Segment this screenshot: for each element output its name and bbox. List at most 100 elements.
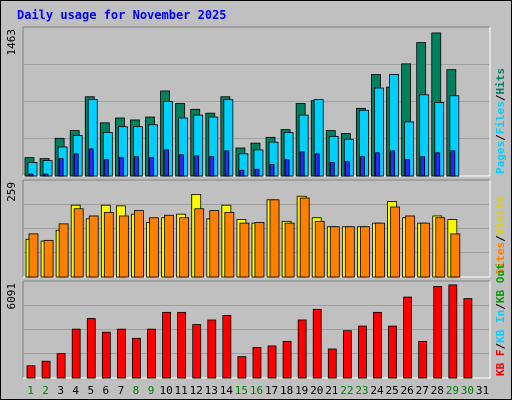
bar-sites-day-3	[58, 223, 69, 278]
bar-sites-day-12	[194, 208, 205, 278]
bar-kb-f-day-12	[192, 324, 202, 379]
panel-hits-bars	[24, 32, 460, 177]
legend-entry: KB F	[494, 350, 507, 377]
day-label-31: 31	[476, 384, 489, 397]
panel-traffic-bars	[26, 284, 473, 379]
day-label-12: 12	[190, 384, 203, 397]
bar-kb-f-day-5	[86, 318, 96, 379]
bar-kb-f-day-4	[71, 328, 81, 379]
day-label-30: 30	[461, 384, 474, 397]
bar-sites-day-10	[164, 214, 174, 278]
bar-kb-f-day-14	[222, 314, 232, 379]
bar-pages-day-19	[299, 151, 305, 177]
day-label-14: 14	[220, 384, 234, 397]
day-label-13: 13	[205, 384, 218, 397]
panel-max-label: 259	[5, 182, 18, 202]
legend-entry: KB In	[494, 310, 507, 343]
bar-sites-day-11	[179, 217, 190, 278]
bar-sites-day-2	[43, 239, 54, 278]
bar-sites-day-23	[360, 226, 370, 278]
day-label-5: 5	[87, 384, 94, 397]
day-label-21: 21	[325, 384, 338, 397]
bar-pages-day-25	[390, 150, 395, 177]
bar-pages-day-22	[344, 161, 350, 177]
bar-kb-f-day-24	[373, 311, 382, 379]
bar-kb-f-day-28	[433, 285, 443, 379]
bar-pages-day-21	[329, 162, 335, 177]
bar-pages-day-16	[254, 168, 260, 177]
day-label-22: 22	[340, 384, 353, 397]
bar-pages-day-12	[194, 155, 200, 177]
panel-max-label: 6091	[5, 283, 18, 310]
panel-visits: 259 Sites/Visits	[5, 179, 507, 278]
legend-entry: KB Out	[494, 263, 507, 303]
bar-sites-day-1	[28, 233, 39, 278]
bar-kb-f-day-22	[342, 330, 352, 379]
legend-separator: /	[494, 235, 507, 242]
bar-sites-day-7	[118, 215, 129, 278]
bar-kb-f-day-13	[207, 319, 217, 379]
bar-kb-f-day-30	[463, 298, 473, 379]
legend-separator: /	[494, 134, 507, 141]
bar-sites-day-28	[435, 217, 446, 278]
bar-sites-day-22	[344, 226, 355, 278]
bar-pages-day-17	[269, 163, 275, 177]
legend-entry: Sites	[494, 242, 507, 275]
bar-pages-day-10	[164, 149, 169, 177]
bar-pages-day-18	[284, 159, 290, 177]
bar-sites-day-14	[224, 211, 235, 278]
bar-kb-f-day-15	[237, 356, 247, 379]
bar-pages-day-6	[103, 159, 109, 177]
bar-kb-f-day-6	[101, 331, 111, 379]
day-label-18: 18	[280, 384, 293, 397]
bar-pages-day-29	[450, 150, 456, 177]
bar-sites-day-21	[329, 226, 340, 278]
day-label-17: 17	[265, 384, 278, 397]
legend-separator: /	[494, 94, 507, 101]
bar-kb-f-day-20	[312, 308, 322, 379]
panel-side-legend: Sites/Visits	[494, 196, 507, 276]
bar-sites-day-15	[239, 222, 250, 278]
legend-entry: Files	[494, 101, 507, 134]
bar-pages-day-24	[375, 152, 380, 177]
panel-side-legend: KB F/KB In/KB Out	[494, 263, 507, 376]
legend-separator: /	[494, 303, 507, 310]
bar-kb-f-day-21	[327, 348, 337, 379]
bar-sites-day-16	[254, 222, 265, 278]
bar-kb-f-day-9	[147, 328, 156, 379]
day-labels: 1 2 3 4 5 6 7 8 9 10 11 12 13 14 15 16 17 18 19 20 21 22 23 24 2…	[27, 384, 489, 397]
day-label-10: 10	[159, 384, 172, 397]
bar-pages-day-7	[118, 157, 124, 177]
bar-kb-f-day-3	[56, 353, 66, 379]
bar-pages-day-9	[149, 157, 154, 177]
legend-entry: Visits	[494, 196, 507, 236]
bar-sites-day-19	[299, 197, 310, 278]
bar-pages-day-13	[209, 156, 215, 177]
bar-kb-f-day-27	[418, 340, 428, 379]
bar-sites-day-6	[103, 211, 114, 278]
bar-kb-f-day-1	[26, 365, 36, 379]
day-label-28: 28	[431, 384, 444, 397]
bar-kb-f-day-16	[252, 347, 262, 379]
day-label-8: 8	[133, 384, 140, 397]
bar-sites-day-26	[405, 215, 416, 278]
day-label-23: 23	[355, 384, 368, 397]
bar-kb-f-day-19	[297, 319, 307, 379]
bar-pages-day-4	[73, 153, 79, 177]
bar-pages-day-3	[58, 158, 64, 177]
day-label-26: 26	[401, 384, 414, 397]
legend-entry: Pages	[494, 141, 507, 174]
bar-sites-day-27	[420, 222, 431, 278]
bar-sites-day-25	[390, 206, 400, 278]
day-label-16: 16	[250, 384, 263, 397]
bar-sites-day-5	[88, 215, 99, 278]
bar-kb-f-day-26	[403, 296, 413, 379]
bar-sites-day-29	[450, 233, 461, 278]
day-label-9: 9	[148, 384, 155, 397]
chart-panels: 1463Pages/Files/Hits259Sites/Visits6091K…	[5, 26, 507, 379]
day-label-7: 7	[118, 384, 125, 397]
day-label-1: 1	[27, 384, 34, 397]
day-label-20: 20	[310, 384, 323, 397]
